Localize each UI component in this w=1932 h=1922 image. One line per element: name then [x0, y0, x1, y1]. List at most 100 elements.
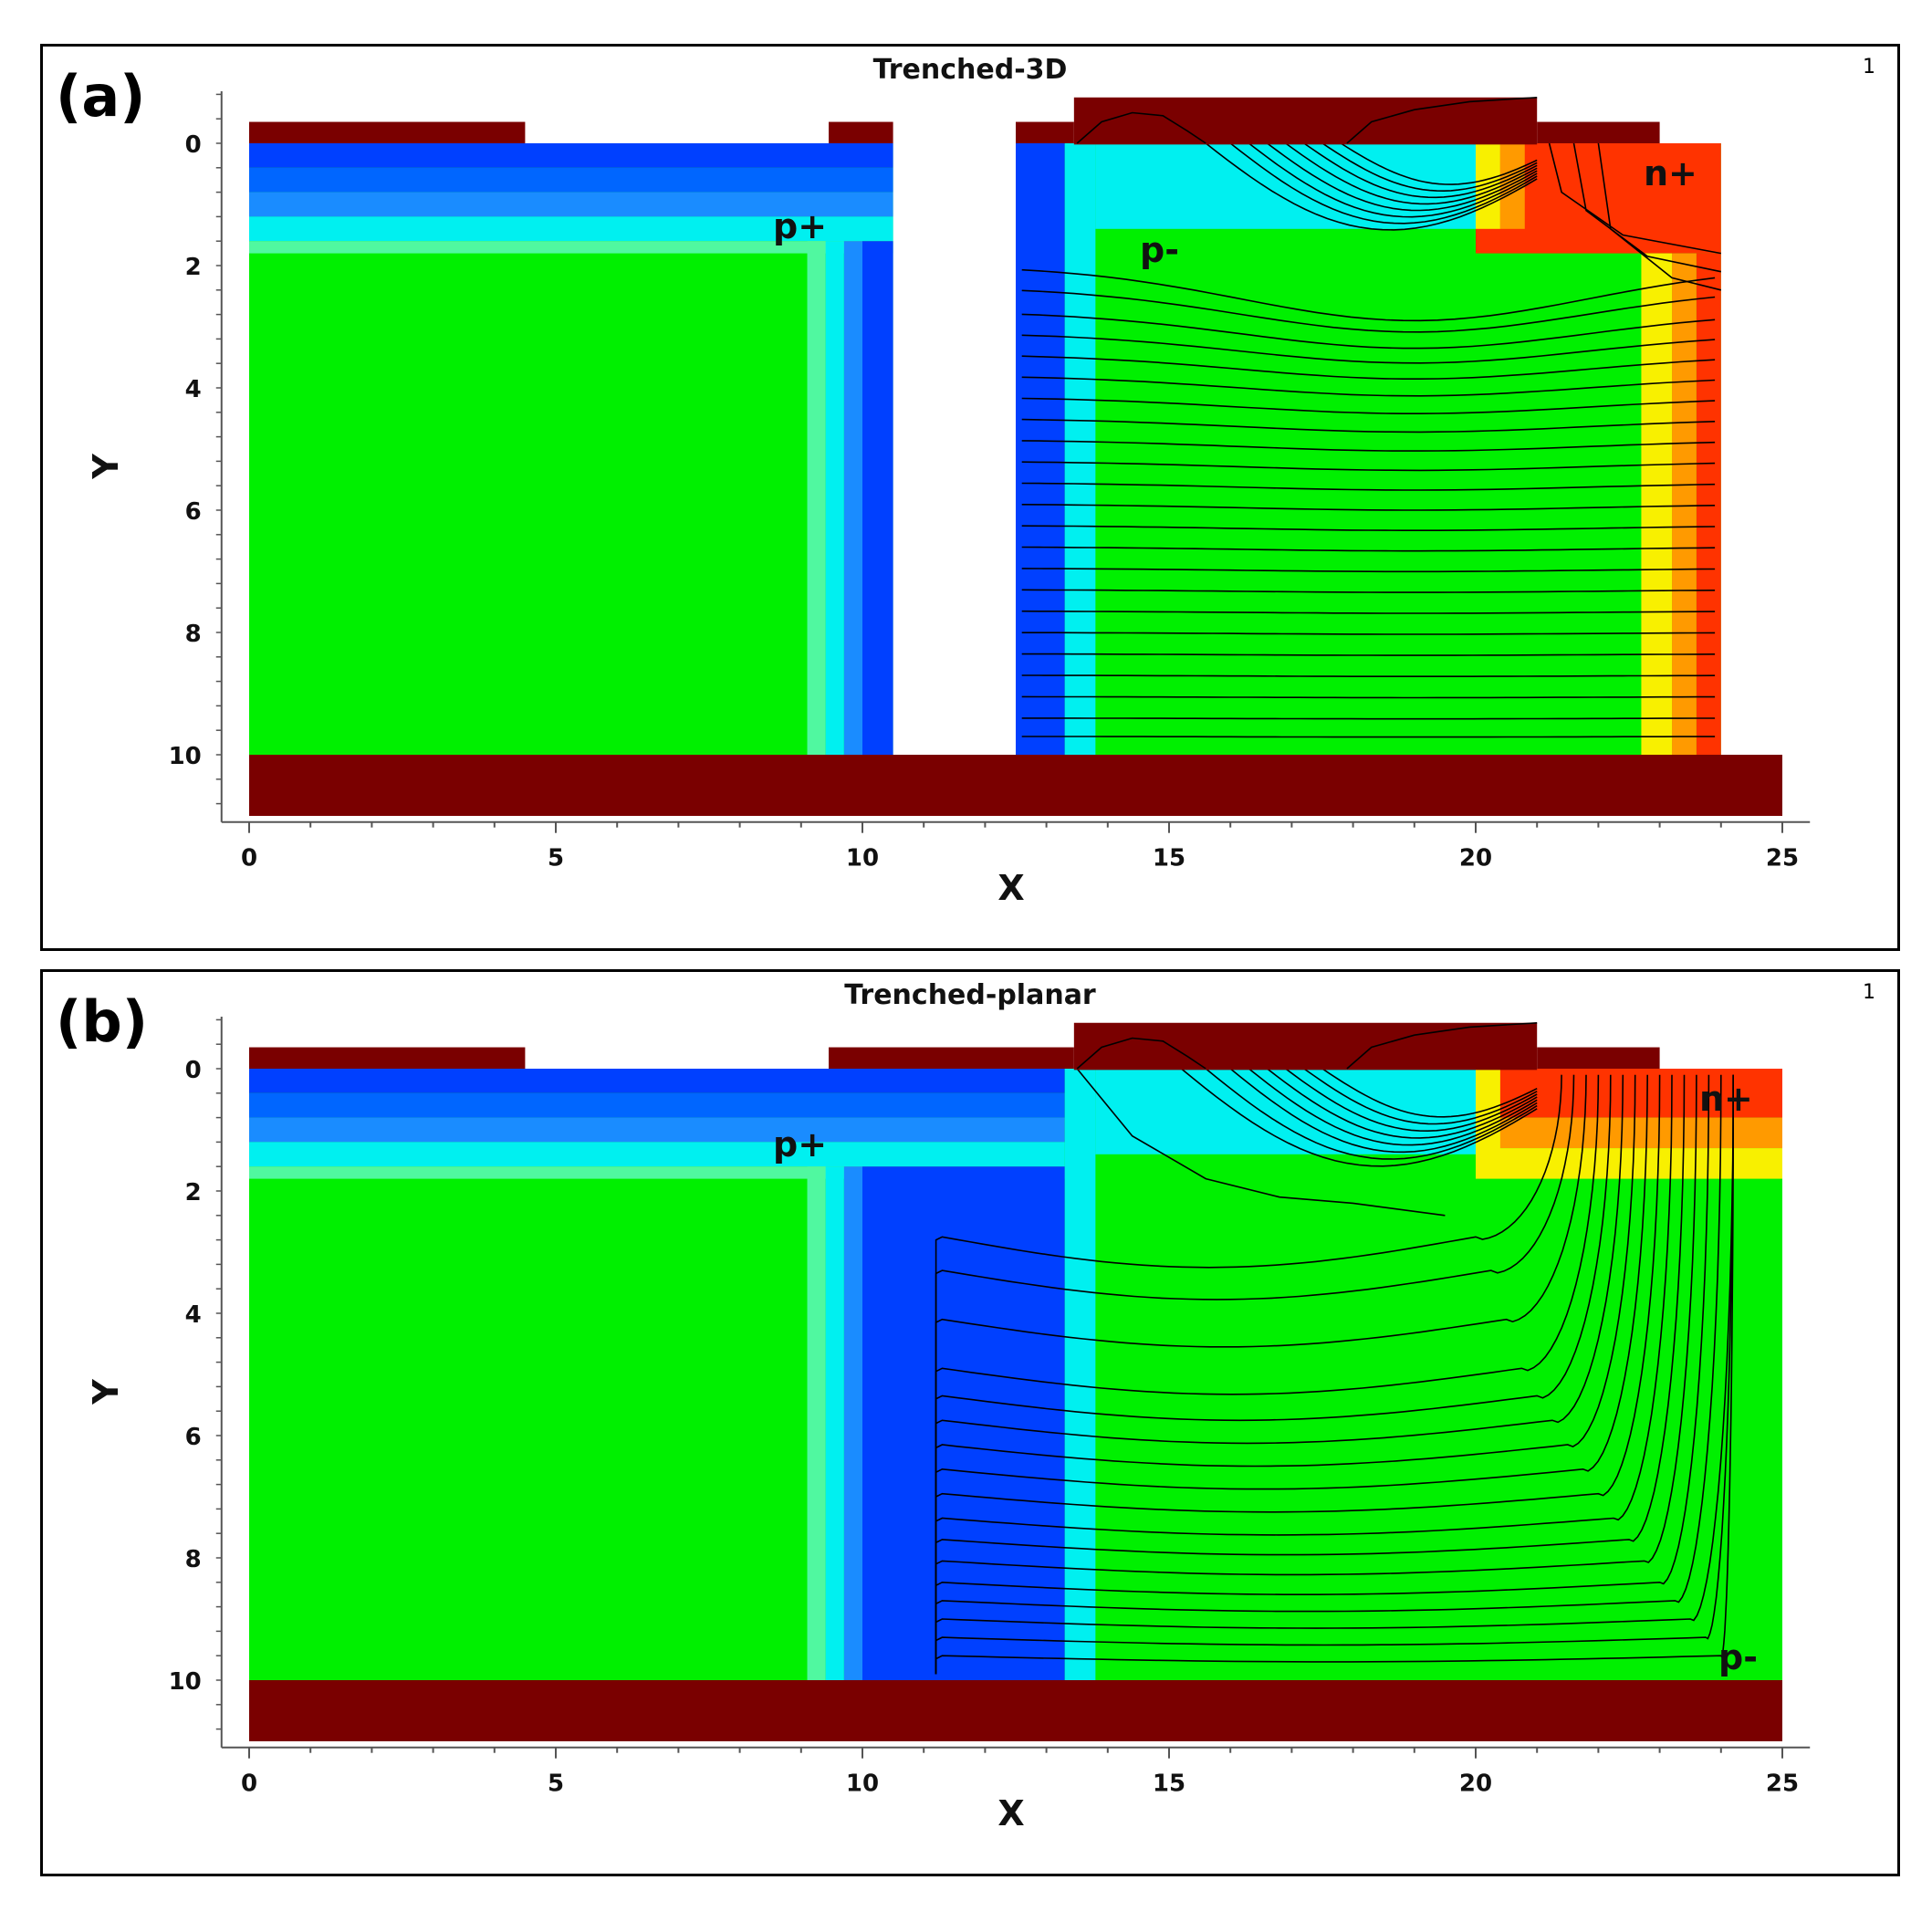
label-n-plus: n+: [1644, 153, 1697, 193]
potential-contour: [1229, 142, 1538, 225]
potential-contour: [1548, 142, 1721, 255]
potential-contour: [1205, 1068, 1538, 1160]
potential-contour: [1021, 440, 1716, 452]
potential-contour: [935, 1074, 1624, 1675]
electrode: [829, 121, 893, 143]
potential-contour: [1180, 1068, 1538, 1167]
potential-contour: [935, 1074, 1600, 1675]
potential-contour: [1248, 142, 1538, 218]
potential-contour: [935, 1074, 1636, 1675]
potential-contour: [935, 1074, 1648, 1675]
y-tick-label: 6: [185, 1424, 202, 1451]
x-axis-title: X: [997, 868, 1024, 908]
electrode: [829, 1047, 1074, 1069]
potential-contour: [1021, 589, 1716, 593]
potential-contour: [1021, 674, 1716, 677]
n-plus-edge: [1672, 253, 1697, 756]
panel-letter: (a): [56, 63, 146, 130]
x-tick-label: 20: [1459, 1771, 1492, 1798]
trench-implant: [1016, 143, 1065, 755]
potential-contour: [1021, 717, 1716, 720]
device-plot: 0 5 10 15 20 25 0 2 4 6 8 10 p+ p- n+ X Y: [86, 91, 1811, 908]
panel-title: Trenched-3D: [872, 54, 1068, 86]
bottom-electrode: [249, 1680, 1782, 1741]
y-tick-label: 8: [185, 621, 202, 648]
n-plus-edge: [1641, 253, 1673, 756]
potential-contour: [1021, 504, 1716, 511]
potential-contour: [935, 1074, 1673, 1675]
potential-contour: [1021, 482, 1716, 491]
panel-index: 1: [1863, 981, 1875, 1004]
x-tick-label: 0: [241, 845, 257, 872]
x-tick-label: 15: [1153, 845, 1185, 872]
y-tick-label: 4: [185, 376, 202, 403]
potential-contour: [1285, 1068, 1538, 1133]
trench-implant: [1064, 143, 1096, 755]
panel-title: Trenched-planar: [844, 979, 1096, 1011]
y-axis-title: Y: [86, 1379, 126, 1405]
potential-contour: [935, 1074, 1734, 1675]
potential-contour: [1021, 695, 1716, 699]
potential-contour: [935, 1074, 1734, 1675]
device-plot: 0 5 10 15 20 25 0 2 4 6 8 10 p+ n+ p- X Y: [86, 1017, 1811, 1833]
electrode: [1016, 121, 1074, 143]
potential-contour: [1021, 268, 1716, 322]
p-plus-implant: [249, 1092, 1065, 1118]
potential-contour: [1267, 1068, 1538, 1139]
potential-contour: [1021, 418, 1716, 433]
panel-letter: (b): [56, 988, 149, 1055]
gate-outline: [1076, 111, 1206, 144]
y-tick-label: 10: [169, 1668, 202, 1696]
potential-contour: [1267, 142, 1538, 212]
x-tick-label: 0: [241, 1771, 257, 1798]
p-plus-implant: [249, 1069, 1065, 1093]
y-tick-label: 4: [185, 1301, 202, 1329]
potential-contour: [1021, 461, 1716, 472]
potential-contour: [1021, 313, 1716, 350]
x-axis-title: X: [997, 1793, 1024, 1833]
bottom-electrode: [249, 755, 1782, 816]
potential-contour: [935, 1074, 1686, 1675]
x-tick-label: 10: [846, 1771, 879, 1798]
potential-contour: [1021, 653, 1716, 656]
potential-contour: [1321, 1068, 1538, 1118]
x-tick-label: 10: [846, 845, 879, 872]
potential-contour: [1021, 568, 1716, 573]
potential-contour: [935, 1074, 1562, 1675]
gate-electrode: [1073, 1022, 1538, 1071]
electrode: [1537, 1047, 1660, 1069]
x-tick-label: 20: [1459, 845, 1492, 872]
potential-contour: [935, 1074, 1575, 1675]
potential-contour: [1285, 142, 1538, 205]
x-tick-label: 25: [1766, 845, 1799, 872]
potential-contour: [1597, 142, 1721, 291]
potential-contour: [1229, 1068, 1538, 1154]
gate-outline: [1076, 1037, 1206, 1070]
y-tick-label: 10: [169, 743, 202, 770]
electrode: [1537, 121, 1660, 143]
electrode: [249, 121, 526, 143]
potential-contour: [1076, 1068, 1446, 1217]
potential-contour: [1021, 376, 1716, 397]
potential-contour: [1340, 142, 1538, 185]
p-plus-implant: [825, 241, 844, 755]
potential-contour: [1021, 525, 1716, 531]
potential-contour: [1021, 289, 1716, 333]
x-tick-label: 25: [1766, 1771, 1799, 1798]
potential-contour: [1205, 142, 1538, 231]
gate-outline: [1346, 97, 1538, 144]
n-plus-region: [1476, 1148, 1782, 1179]
p-plus-implant: [249, 1117, 1065, 1143]
y-tick-label: 0: [185, 1057, 202, 1084]
panel-index: 1: [1863, 56, 1875, 78]
potential-contour: [1021, 546, 1716, 552]
p-plus-implant: [825, 1166, 844, 1680]
electrode: [249, 1047, 526, 1069]
potential-contour: [1321, 142, 1538, 193]
p-plus-implant: [843, 241, 862, 755]
p-plus-implant: [249, 192, 893, 217]
p-plus-implant: [249, 216, 893, 242]
potential-contour: [1021, 355, 1716, 380]
potential-contour: [1021, 610, 1716, 614]
potential-contour: [935, 1074, 1661, 1675]
